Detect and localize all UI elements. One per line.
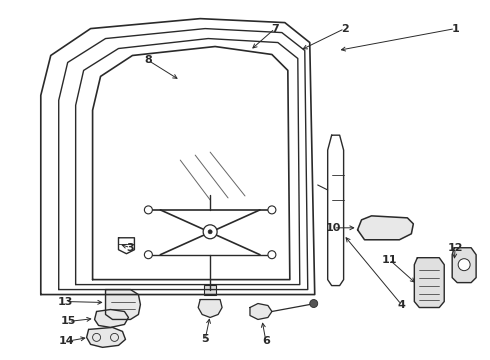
Text: 4: 4 (397, 300, 405, 310)
Text: 1: 1 (451, 24, 459, 33)
Polygon shape (105, 289, 141, 319)
Polygon shape (358, 216, 414, 240)
Bar (204, 285, 216, 294)
Text: 5: 5 (201, 334, 209, 345)
Polygon shape (95, 310, 128, 328)
Text: 2: 2 (341, 24, 348, 33)
Polygon shape (415, 258, 444, 307)
Circle shape (208, 230, 212, 234)
Polygon shape (250, 303, 272, 319)
Polygon shape (87, 328, 125, 347)
Text: 15: 15 (61, 316, 76, 327)
Text: 7: 7 (271, 24, 279, 33)
Circle shape (145, 206, 152, 214)
Polygon shape (198, 300, 222, 318)
Text: 10: 10 (326, 223, 342, 233)
Text: 6: 6 (262, 336, 270, 346)
Circle shape (268, 251, 276, 259)
Polygon shape (452, 248, 476, 283)
Circle shape (310, 300, 318, 307)
Text: 3: 3 (126, 243, 134, 253)
Text: 11: 11 (382, 255, 397, 265)
Text: 8: 8 (145, 55, 152, 66)
Circle shape (268, 206, 276, 214)
Circle shape (145, 251, 152, 259)
Text: 13: 13 (58, 297, 74, 306)
Circle shape (203, 225, 217, 239)
Circle shape (458, 259, 470, 271)
Text: 14: 14 (59, 336, 74, 346)
Text: 12: 12 (447, 243, 463, 253)
